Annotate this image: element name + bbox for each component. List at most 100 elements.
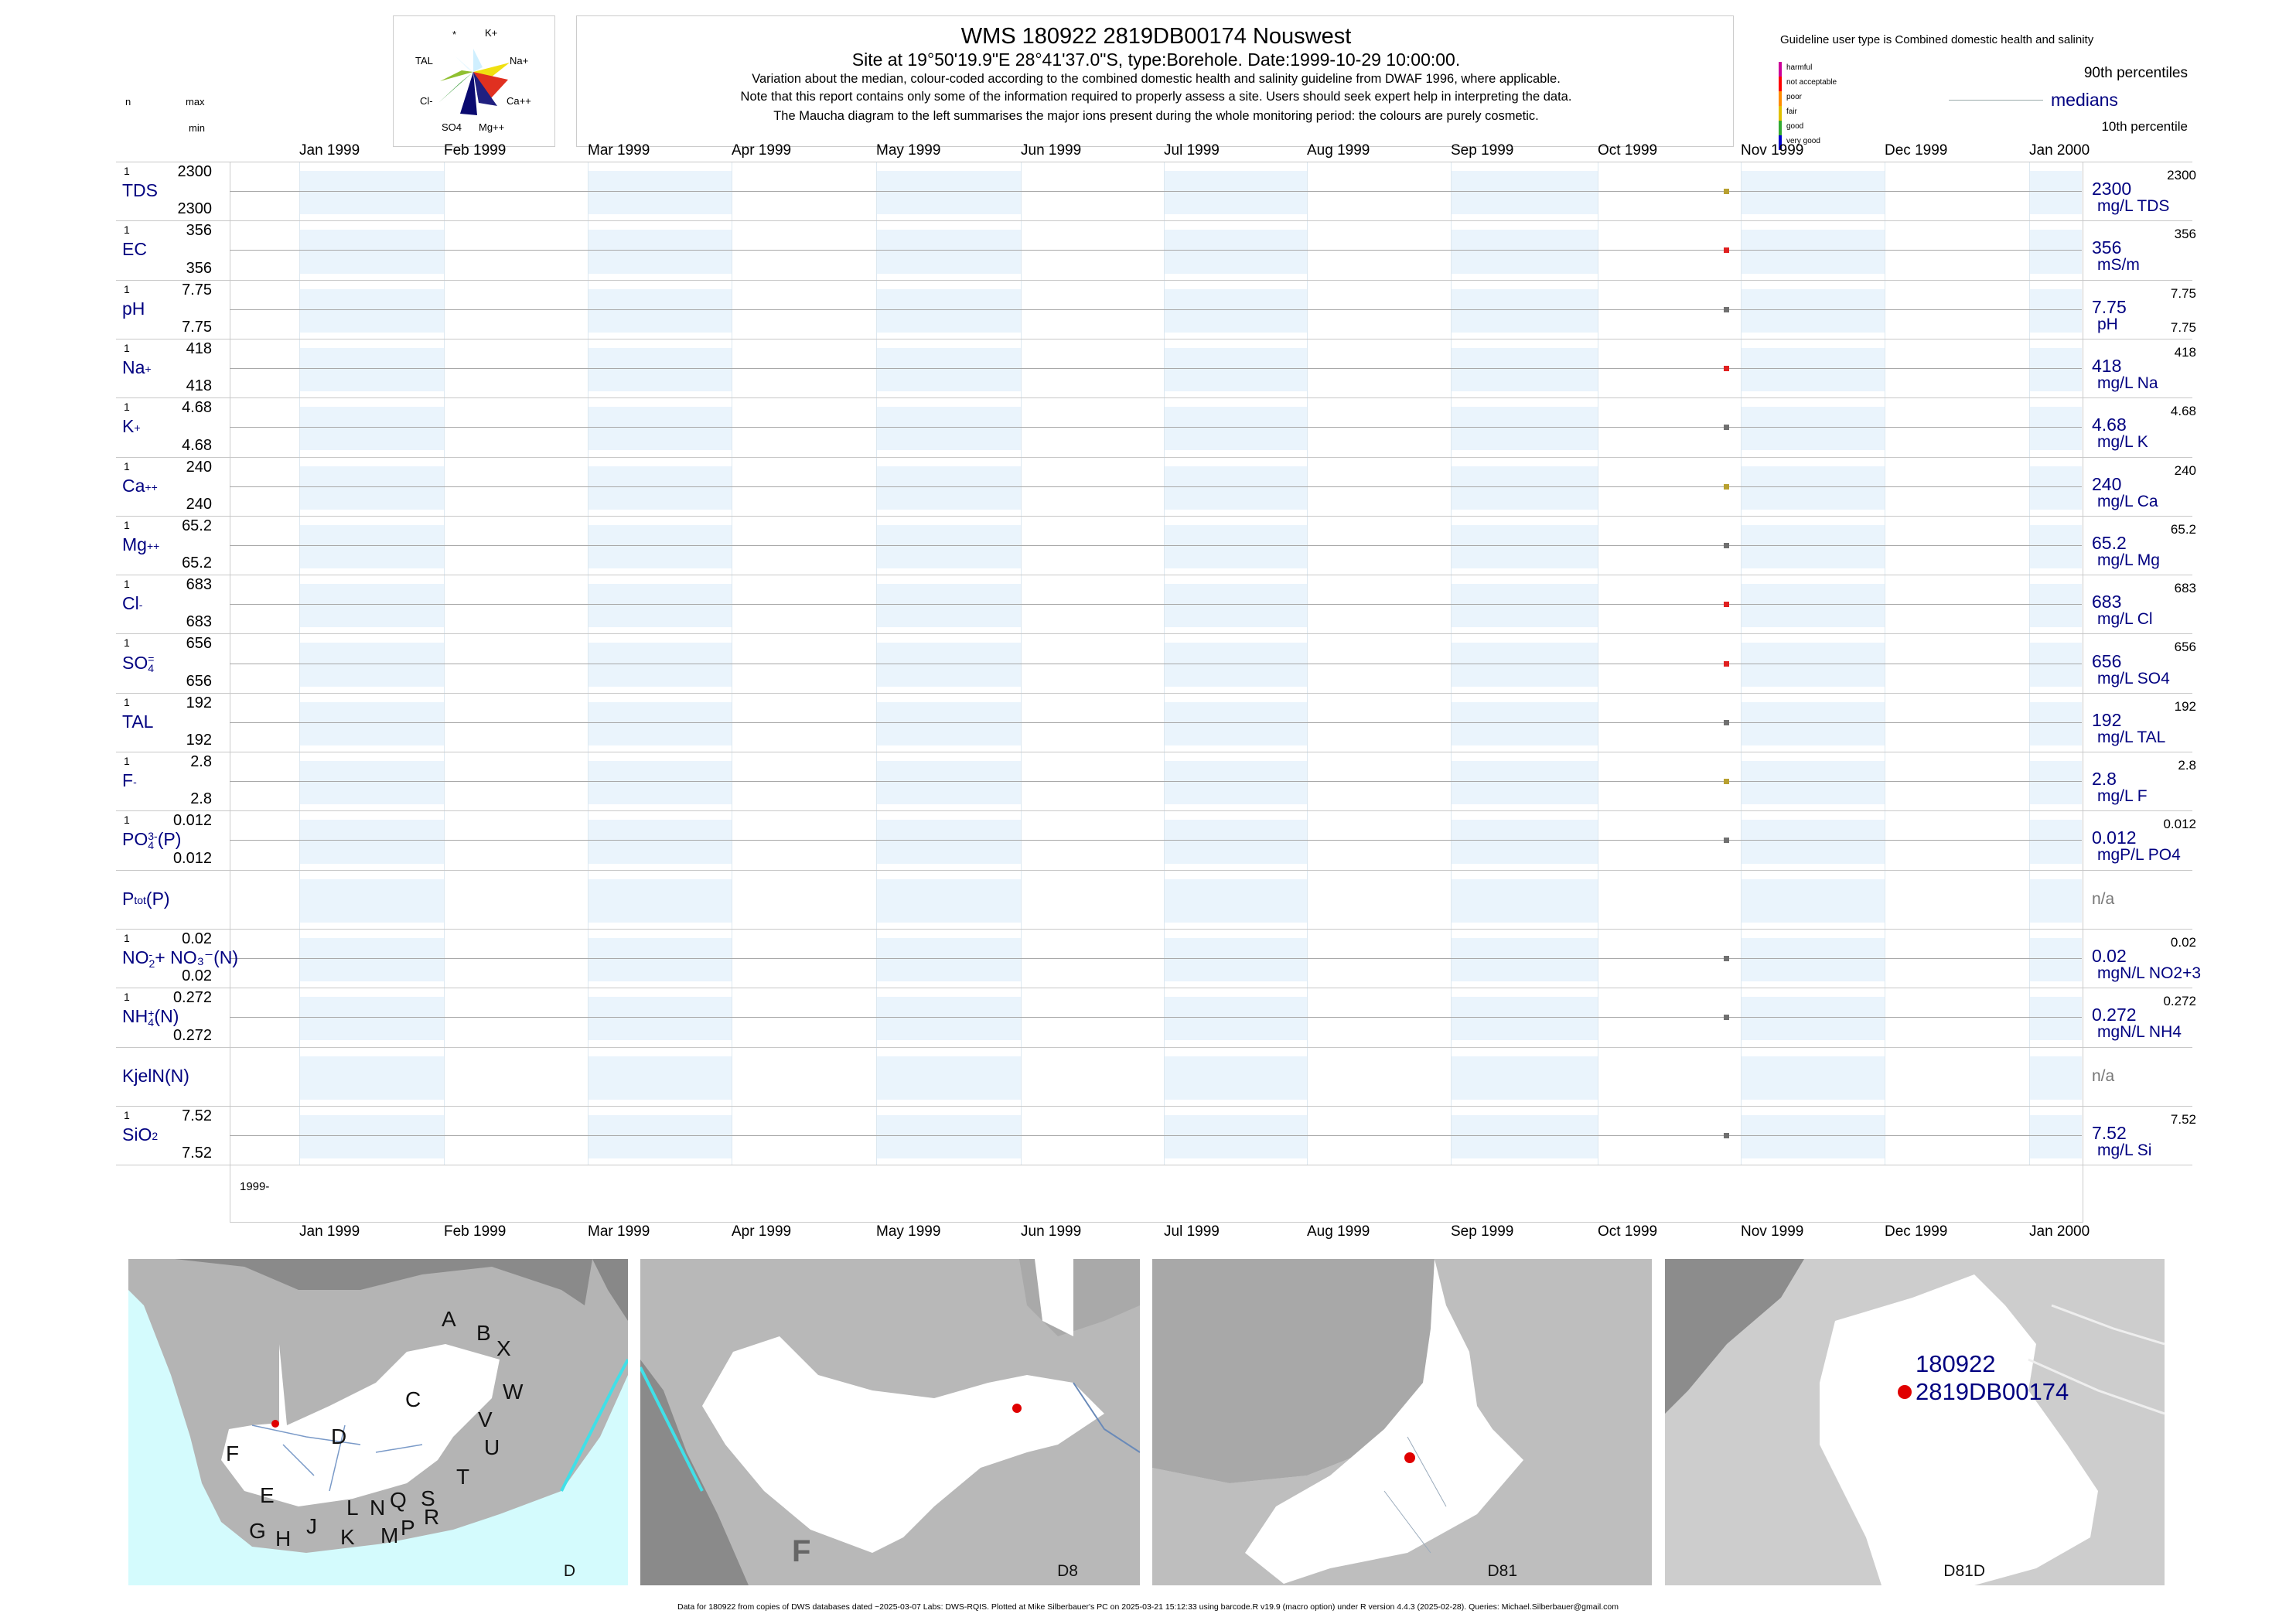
month-band: [1164, 584, 1307, 628]
month-band: [588, 407, 732, 451]
month-band: [2029, 820, 2082, 864]
right-max: 7.75: [2170, 285, 2196, 301]
maucha-label: TAL: [415, 55, 433, 67]
month-label-bottom: Jan 1999: [299, 1223, 360, 1240]
parameter-superscript: -: [138, 599, 143, 612]
row-separator: [116, 633, 2192, 635]
month-label-top: Jan 2000: [2029, 142, 2090, 159]
min-value: 7.75: [182, 318, 212, 336]
parameter-suffix: (N): [154, 1006, 179, 1027]
month-band: [2029, 1056, 2082, 1100]
right-max: 240: [2174, 462, 2196, 478]
month-band: [588, 524, 732, 569]
n-count: 1: [124, 459, 130, 473]
parameter-name: SiO: [122, 1124, 152, 1145]
month-band: [876, 466, 1021, 510]
maucha-so4: [460, 72, 477, 115]
parameter-name: F: [122, 770, 134, 791]
median-line: [230, 368, 2082, 370]
data-point: [1723, 660, 1729, 667]
right-max: 356: [2174, 227, 2196, 242]
maucha-label: *: [452, 29, 456, 40]
median-value: 7.52: [2092, 1122, 2127, 1143]
right-max: 4.68: [2170, 404, 2196, 419]
month-band: [1164, 230, 1307, 274]
month-label-top: Jun 1999: [1021, 142, 1082, 159]
map-svg: [1152, 1259, 1652, 1585]
row-separator: [116, 928, 2192, 930]
right-max: 656: [2174, 640, 2196, 655]
month-band: [876, 524, 1021, 569]
median-na: n/a: [2092, 1066, 2115, 1085]
n-count: 1: [124, 931, 130, 944]
month-label-bottom: Apr 1999: [732, 1223, 792, 1240]
data-point: [1723, 602, 1729, 608]
month-band: [876, 937, 1021, 982]
data-point: [1723, 483, 1729, 490]
parameter-name: Mg: [122, 534, 147, 554]
month-band: [876, 643, 1021, 687]
month-band: [1164, 347, 1307, 392]
month-band: [1741, 879, 1885, 923]
median-line: [230, 427, 2082, 428]
parameter-suffix: (P): [145, 888, 170, 909]
month-band: [1164, 1114, 1307, 1159]
row-separator: [116, 220, 2192, 222]
month-band: [2029, 1114, 2082, 1159]
min-value: 418: [186, 377, 212, 395]
right-max: 2300: [2167, 168, 2196, 183]
unit-label: mg/L Si: [2097, 1141, 2152, 1159]
median-line: [230, 958, 2082, 960]
month-band: [876, 820, 1021, 864]
n-count: 1: [124, 282, 130, 295]
right-max: 2.8: [2178, 758, 2196, 773]
median-value: 7.75: [2092, 296, 2127, 317]
month-band: [299, 466, 444, 510]
legend-class-label: poor: [1786, 93, 1803, 101]
map-region-label: S: [421, 1486, 435, 1510]
map-d8: F D8: [640, 1259, 1140, 1585]
month-band: [299, 701, 444, 745]
min-value: 0.012: [172, 849, 212, 867]
month-band: [1451, 701, 1598, 745]
parameter-subscript: 4: [148, 839, 155, 852]
min-value: 656: [186, 672, 212, 690]
legend-class-label: very good: [1786, 137, 1820, 145]
legend-color-swatch: [1779, 62, 1782, 77]
min-value: 683: [186, 613, 212, 631]
parameter-scripts: ++: [147, 541, 159, 551]
month-label-bottom: Jul 1999: [1164, 1223, 1220, 1240]
map-region-label: P: [401, 1516, 415, 1540]
month-band: [1451, 347, 1598, 392]
month-band: [1164, 997, 1307, 1041]
month-band: [1164, 466, 1307, 510]
month-band: [588, 997, 732, 1041]
parameter-name: NO: [122, 947, 149, 968]
map-region-label: K: [340, 1525, 355, 1549]
parameter-label-f: F-: [122, 770, 137, 791]
month-band: [2029, 584, 2082, 628]
unit-label: mS/m: [2097, 256, 2140, 275]
max-value: 192: [186, 694, 212, 711]
n-count: 1: [124, 578, 130, 591]
month-label-top: Jan 1999: [299, 142, 360, 159]
month-band: [2029, 230, 2082, 274]
map-region-label: N: [370, 1496, 386, 1520]
month-band: [2029, 997, 2082, 1041]
parameter-suffix: (P): [157, 829, 182, 850]
month-label-top: Mar 1999: [588, 142, 650, 159]
month-band: [299, 879, 444, 923]
parameter-superscript: +: [134, 421, 141, 435]
min-value: 192: [186, 732, 212, 749]
month-band: [1451, 937, 1598, 982]
parameter-subscript: 4: [148, 662, 155, 675]
map-region-label: T: [456, 1465, 470, 1489]
maucha-star: [473, 49, 483, 72]
month-band: [1451, 997, 1598, 1041]
month-band: [299, 347, 444, 392]
month-band: [1741, 761, 1885, 805]
right-max: 0.012: [2163, 817, 2196, 832]
month-band: [1164, 820, 1307, 864]
min-value: 0.272: [172, 1026, 212, 1044]
median-value: 0.02: [2092, 946, 2127, 967]
